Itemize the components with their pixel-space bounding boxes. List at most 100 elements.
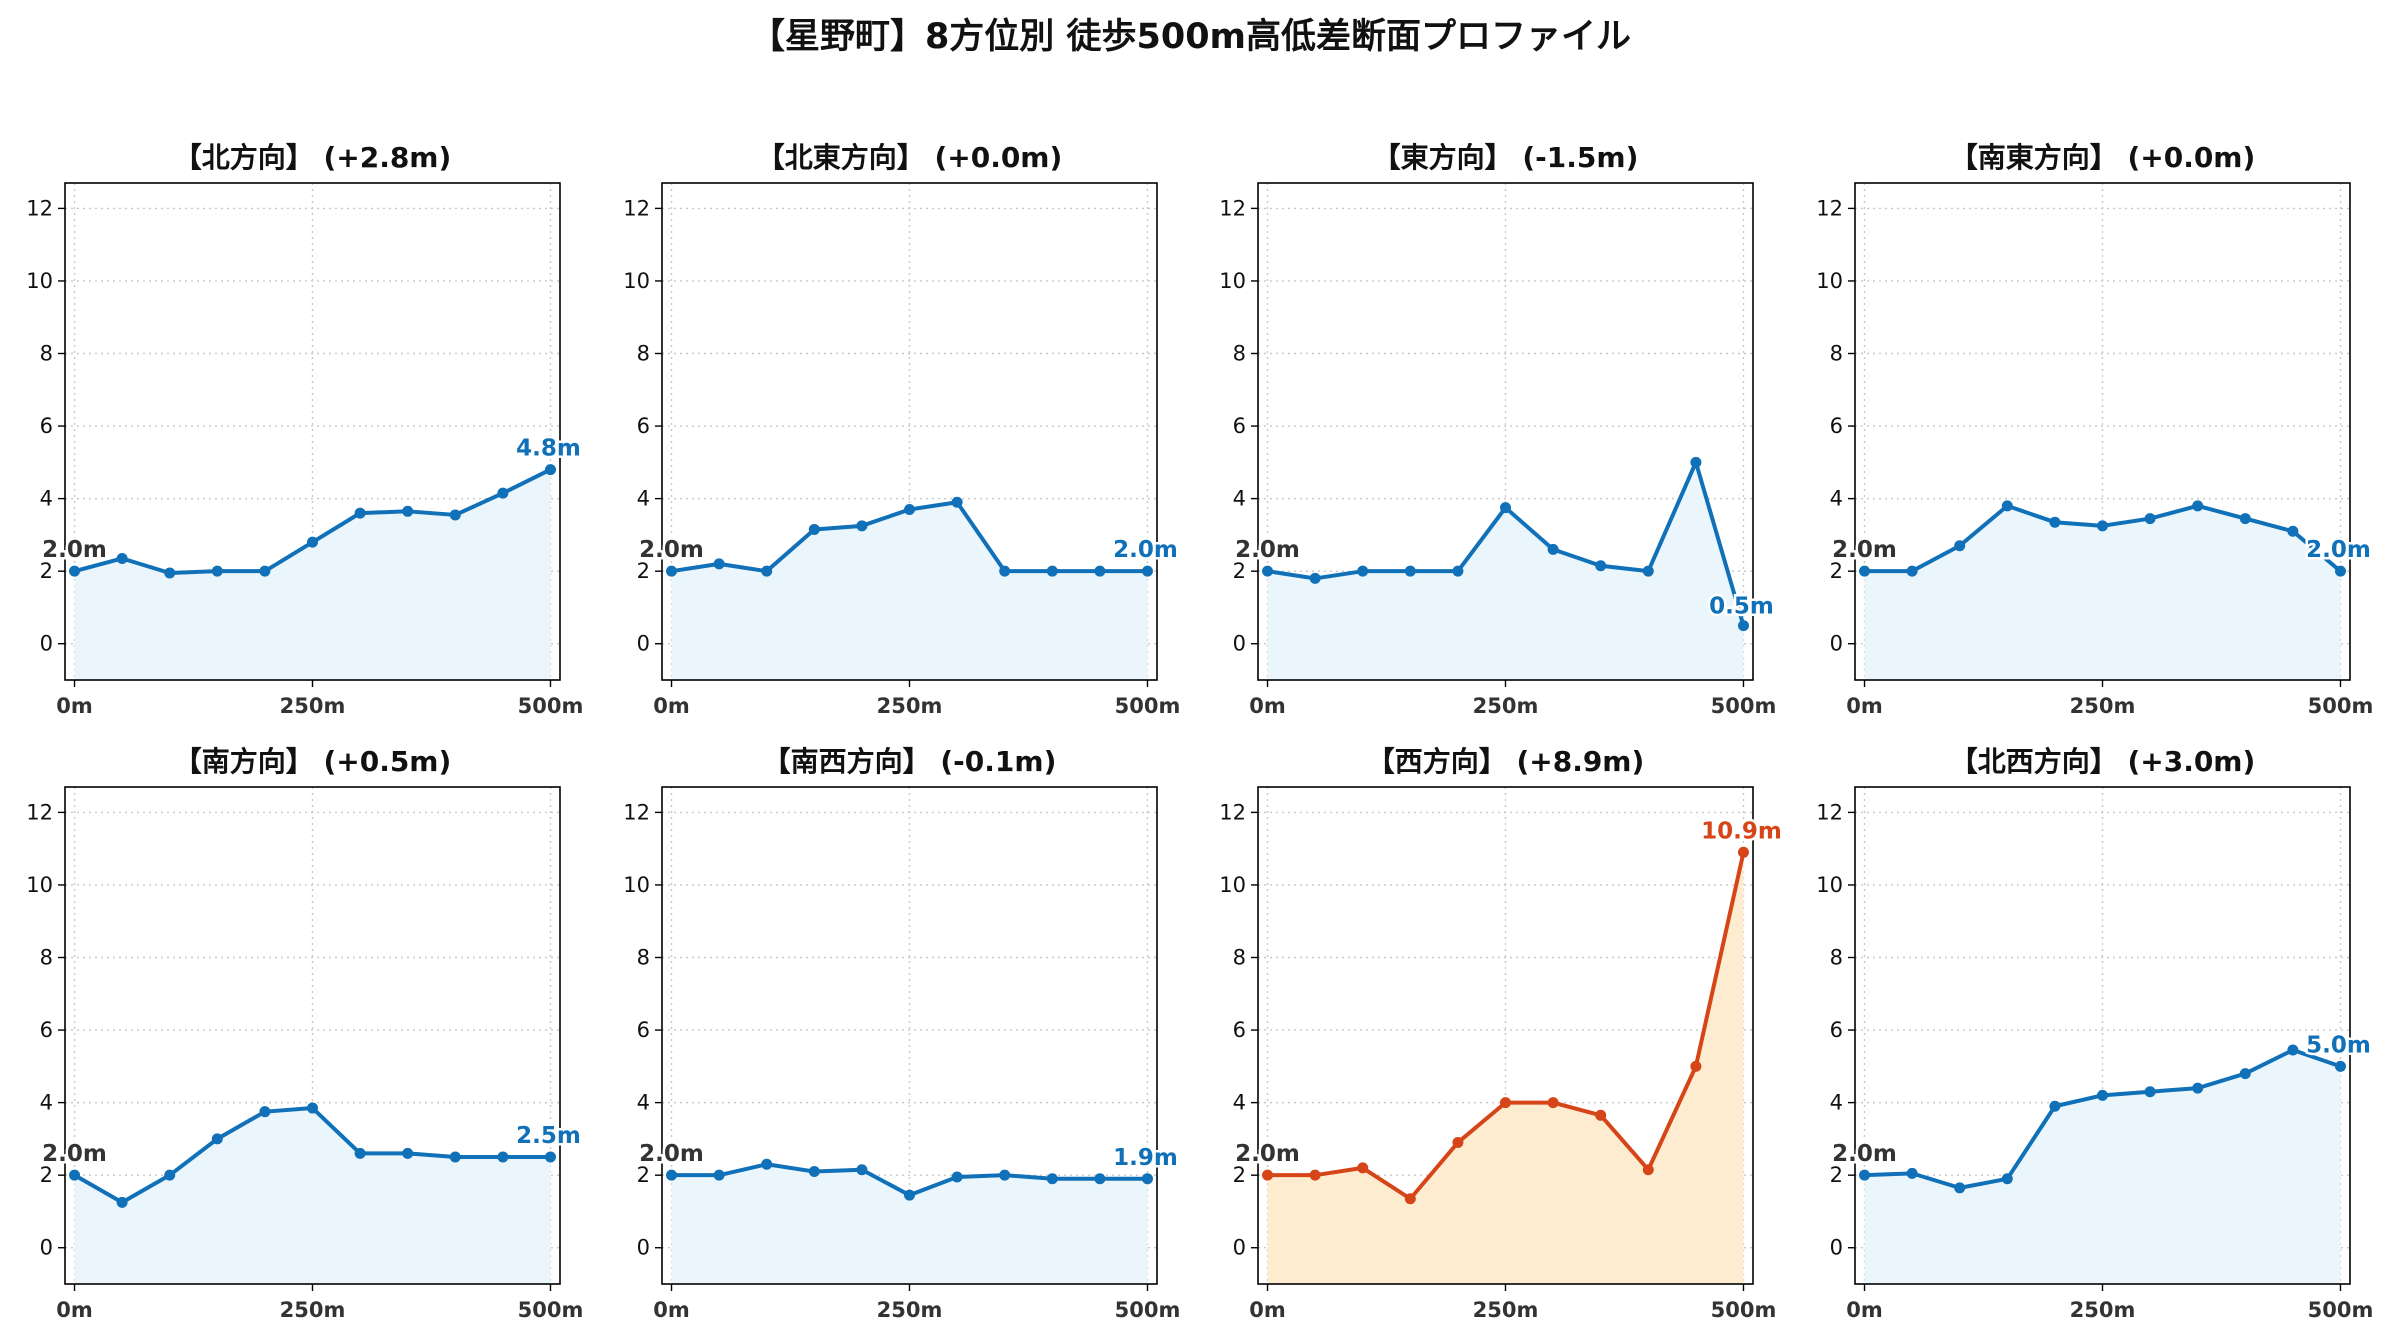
data-point: [808, 523, 820, 535]
data-point: [1404, 565, 1416, 577]
profile-area: [671, 502, 1148, 680]
x-tick-label: 250m: [877, 694, 943, 718]
data-point: [1690, 1060, 1702, 1072]
data-point: [2001, 500, 2013, 512]
data-point: [449, 1151, 461, 1163]
start-label: 2.0m: [1832, 537, 1897, 563]
subplot-title: 【西方向】 (+8.9m): [1367, 745, 1645, 778]
data-point: [666, 565, 678, 577]
x-tick-label: 500m: [518, 694, 584, 718]
data-point: [1262, 1169, 1274, 1181]
data-point: [1737, 846, 1749, 858]
y-tick-label: 12: [1219, 196, 1246, 220]
data-point: [713, 1169, 725, 1181]
data-point: [808, 1166, 820, 1178]
y-tick-label: 6: [637, 414, 650, 438]
end-label: 0.5m: [1709, 594, 1774, 620]
start-label: 2.0m: [639, 537, 704, 563]
y-tick-label: 4: [1830, 487, 1843, 511]
x-tick-label: 500m: [1115, 1298, 1181, 1322]
y-tick-label: 0: [637, 1236, 650, 1260]
end-label: 2.0m: [2306, 537, 2371, 563]
data-point: [713, 558, 725, 570]
data-point: [211, 565, 223, 577]
data-point: [2097, 1089, 2108, 1101]
y-tick-label: 10: [1816, 873, 1843, 897]
data-point: [1954, 1182, 1966, 1194]
y-tick-label: 10: [1219, 873, 1246, 897]
profile-area: [1864, 505, 2341, 680]
data-point: [904, 503, 915, 515]
start-label: 2.0m: [42, 1141, 107, 1167]
x-tick-label: 0m: [653, 1298, 690, 1322]
y-tick-label: 0: [40, 1236, 53, 1260]
y-tick-label: 12: [1816, 196, 1843, 220]
y-tick-label: 8: [1233, 342, 1246, 366]
data-point: [164, 1169, 176, 1181]
data-point: [2049, 1100, 2061, 1112]
subplot-5: 【南方向】 (+0.5m) 0 2 4 6 8 10 12 0m 250m 500m 2.0m 2.5m: [26, 745, 583, 1322]
data-point: [1404, 1193, 1416, 1205]
data-point: [307, 536, 318, 548]
y-tick-label: 2: [637, 1163, 650, 1187]
y-tick-label: 10: [1219, 269, 1246, 293]
data-point: [259, 565, 271, 577]
data-point: [761, 565, 773, 577]
y-tick-label: 6: [637, 1018, 650, 1042]
y-tick-label: 8: [637, 342, 650, 366]
x-tick-label: 500m: [2308, 1298, 2374, 1322]
data-point: [1452, 565, 1464, 577]
x-tick-label: 0m: [1846, 1298, 1883, 1322]
data-point: [497, 1151, 509, 1163]
subplot-4: 【南東方向】 (+0.0m) 0 2 4 6 8 10 12 0m 250m 500m 2.0m 2.0…: [1816, 141, 2373, 718]
y-tick-label: 6: [1830, 1018, 1843, 1042]
y-tick-label: 10: [623, 269, 650, 293]
y-tick-label: 2: [1233, 1163, 1246, 1187]
x-tick-label: 500m: [1711, 1298, 1777, 1322]
data-point: [544, 1151, 556, 1163]
data-point: [354, 507, 366, 519]
data-point: [307, 1102, 318, 1114]
subplot-2: 【北東方向】 (+0.0m) 0 2 4 6 8 10 12 0m 250m 500m 2.0m 2.0…: [623, 141, 1180, 718]
data-point: [1262, 565, 1274, 577]
x-tick-label: 500m: [1115, 694, 1181, 718]
data-point: [1141, 1173, 1153, 1185]
y-tick-label: 2: [1830, 559, 1843, 583]
end-label: 5.0m: [2306, 1032, 2371, 1058]
profile-area: [74, 1108, 551, 1284]
data-point: [259, 1106, 271, 1118]
x-tick-label: 0m: [1249, 694, 1286, 718]
profile-area: [1267, 462, 1744, 680]
subplot-title: 【北方向】 (+2.8m): [174, 141, 452, 174]
data-point: [1642, 1164, 1654, 1176]
data-point: [1547, 543, 1559, 555]
data-point: [1690, 456, 1702, 468]
subplot-title: 【東方向】 (-1.5m): [1373, 141, 1639, 174]
x-tick-label: 0m: [1846, 694, 1883, 718]
data-point: [354, 1147, 366, 1159]
start-label: 2.0m: [1235, 537, 1300, 563]
subplot-title: 【北東方向】 (+0.0m): [757, 141, 1063, 174]
y-tick-label: 0: [1830, 632, 1843, 656]
figure-title: 【星野町】8方位別 徒歩500m高低差断面プロファイル: [749, 17, 1632, 57]
subplot-1: 【北方向】 (+2.8m) 0 2 4 6 8 10 12 0m 250m 500m 2.0m 4.8m: [26, 141, 583, 718]
data-point: [2334, 565, 2346, 577]
start-label: 2.0m: [639, 1141, 704, 1167]
data-point: [2287, 1044, 2299, 1056]
y-tick-label: 0: [1233, 1236, 1246, 1260]
y-tick-label: 8: [40, 342, 53, 366]
data-point: [116, 552, 128, 564]
data-point: [1357, 565, 1369, 577]
y-tick-label: 2: [1830, 1163, 1843, 1187]
end-label: 1.9m: [1113, 1145, 1178, 1171]
data-point: [2287, 525, 2299, 537]
data-point: [1906, 1167, 1918, 1179]
data-point: [1500, 1097, 1511, 1109]
data-point: [856, 1164, 868, 1176]
y-tick-label: 8: [1233, 946, 1246, 970]
x-tick-label: 500m: [2308, 694, 2374, 718]
subplot-title: 【南方向】 (+0.5m): [174, 745, 452, 778]
data-point: [2239, 1068, 2251, 1080]
